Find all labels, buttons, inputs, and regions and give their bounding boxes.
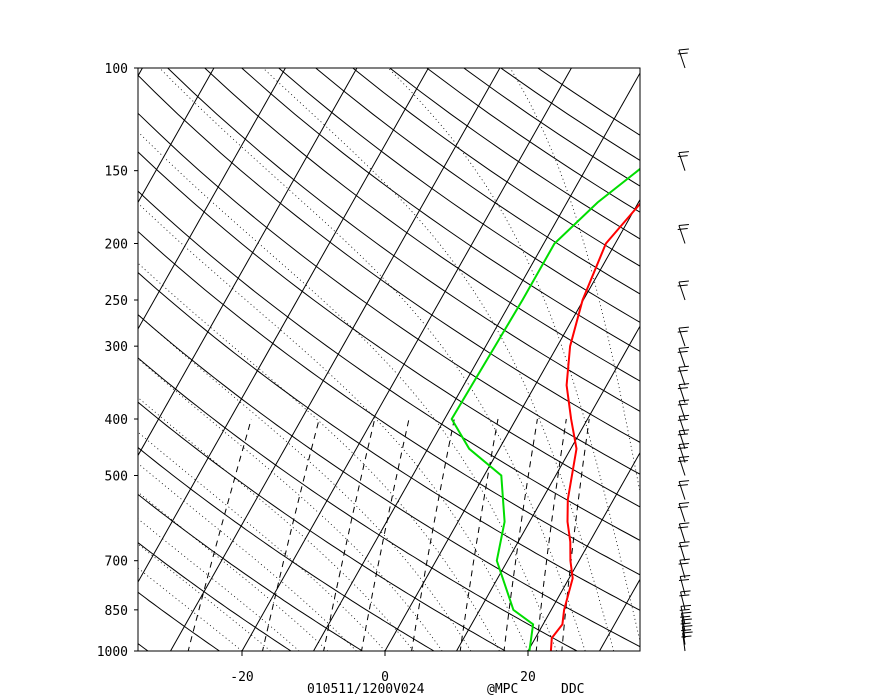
wind-barb bbox=[679, 590, 691, 610]
isotherm-line bbox=[807, 41, 896, 663]
moist-adiabat-line bbox=[138, 131, 557, 651]
moist-adiabat-line bbox=[138, 518, 300, 651]
dry-adiabat-line bbox=[0, 41, 93, 663]
dry-adiabat-line bbox=[138, 74, 640, 443]
isotherm-line bbox=[138, 68, 429, 584]
dry-adiabat-line bbox=[138, 446, 435, 651]
dry-adiabat-line bbox=[138, 401, 507, 651]
footer-date-code: 010511/1200V024 bbox=[307, 682, 425, 697]
dry-adiabat-line bbox=[138, 230, 640, 576]
moist-adiabat-line bbox=[138, 358, 443, 651]
y-tick-label: 700 bbox=[105, 555, 128, 570]
dry-adiabat-line bbox=[138, 151, 640, 508]
isotherm-line bbox=[0, 41, 15, 663]
moist-adiabat-line bbox=[138, 543, 271, 651]
dry-adiabat-line bbox=[138, 591, 221, 651]
wind-barb bbox=[678, 575, 691, 595]
isotherm-line bbox=[0, 41, 86, 663]
dry-adiabat-line bbox=[425, 68, 640, 213]
wind-barb bbox=[677, 365, 689, 386]
dry-adiabat-line bbox=[352, 68, 640, 267]
wind-barb bbox=[680, 611, 692, 632]
wind-barb bbox=[677, 480, 690, 500]
chart-profiles bbox=[450, 167, 640, 651]
mixing-ratio-line bbox=[503, 418, 538, 651]
isotherm-line bbox=[384, 198, 640, 651]
mixing-ratio-line bbox=[459, 418, 499, 651]
wind-barb bbox=[677, 48, 689, 69]
chart-grid bbox=[0, 41, 896, 663]
isotherm-line bbox=[138, 68, 358, 457]
dry-adiabat-line bbox=[138, 271, 640, 611]
dry-adiabat-line bbox=[138, 190, 640, 541]
x-tick-label: -20 bbox=[230, 670, 253, 685]
y-tick-label: 500 bbox=[105, 469, 128, 484]
wind-barbs bbox=[677, 48, 693, 652]
dry-adiabat-line bbox=[138, 357, 579, 651]
wind-barb bbox=[677, 326, 689, 347]
moist-adiabat-line bbox=[388, 68, 640, 643]
isotherm-line bbox=[736, 41, 896, 663]
y-tick-label: 400 bbox=[105, 413, 128, 428]
plot-frame bbox=[137, 67, 641, 652]
dry-adiabat-line bbox=[166, 68, 640, 412]
wind-barb bbox=[678, 522, 690, 543]
y-tick-label: 150 bbox=[105, 165, 128, 180]
footer-source: @MPC bbox=[487, 682, 518, 697]
y-tick-label: 1000 bbox=[97, 645, 128, 660]
y-tick-label: 250 bbox=[105, 294, 128, 309]
x-tick-label: 0 bbox=[381, 670, 389, 685]
wind-barb bbox=[677, 456, 690, 476]
dry-adiabat-line bbox=[138, 541, 292, 651]
isotherm-line bbox=[455, 325, 640, 651]
moist-adiabat-line bbox=[138, 462, 357, 651]
wind-barb bbox=[677, 224, 689, 244]
moist-adiabat-line bbox=[138, 491, 329, 651]
temperature-profile bbox=[549, 202, 640, 651]
footer-station: DDC bbox=[561, 682, 584, 697]
isotherm-line bbox=[527, 451, 640, 651]
y-tick-label: 100 bbox=[105, 62, 128, 77]
wind-barb bbox=[678, 541, 690, 561]
mixing-ratio-line bbox=[360, 418, 410, 651]
isotherm-line bbox=[241, 68, 572, 651]
dry-adiabat-line bbox=[138, 314, 640, 648]
wind-barb bbox=[677, 502, 690, 522]
y-tick-label: 300 bbox=[105, 340, 128, 355]
wind-barb bbox=[677, 346, 689, 367]
mixing-ratio-line bbox=[187, 418, 252, 651]
dry-adiabat-line bbox=[138, 493, 364, 651]
moist-adiabat-line bbox=[138, 431, 386, 651]
moist-adiabat-line bbox=[262, 68, 615, 651]
wind-barb bbox=[677, 280, 689, 301]
dry-adiabat-line bbox=[203, 68, 640, 382]
x-axis: -20 0 20 bbox=[230, 651, 536, 685]
isotherm-line bbox=[138, 68, 286, 330]
dry-adiabat-line bbox=[462, 68, 640, 187]
isotherm-line bbox=[598, 578, 640, 651]
wind-barb bbox=[677, 151, 689, 171]
mixing-ratio-line bbox=[323, 418, 376, 651]
mixing-ratio-line bbox=[561, 418, 590, 651]
isotherm-line bbox=[312, 72, 640, 651]
y-tick-label: 200 bbox=[105, 238, 128, 253]
wind-barb bbox=[677, 383, 690, 403]
x-tick-label: 20 bbox=[520, 670, 536, 685]
moist-adiabat-line bbox=[138, 397, 414, 651]
dewpoint-profile bbox=[450, 167, 640, 651]
dry-adiabat-line bbox=[277, 68, 640, 323]
isotherm-line bbox=[138, 68, 215, 204]
dry-adiabat-line bbox=[240, 68, 640, 352]
mixing-ratio-line bbox=[261, 418, 320, 651]
y-tick-label: 850 bbox=[105, 604, 128, 619]
mixing-ratio-line bbox=[535, 418, 567, 651]
isotherm-line bbox=[664, 41, 896, 663]
isotherm-line bbox=[138, 68, 143, 77]
y-axis: 100 150 200 250 300 400 500 700 850 1000 bbox=[97, 62, 138, 660]
dry-adiabat-line bbox=[138, 112, 640, 475]
moist-adiabat-line bbox=[138, 313, 472, 651]
isotherm-line bbox=[169, 68, 501, 651]
wind-barb bbox=[677, 443, 690, 463]
